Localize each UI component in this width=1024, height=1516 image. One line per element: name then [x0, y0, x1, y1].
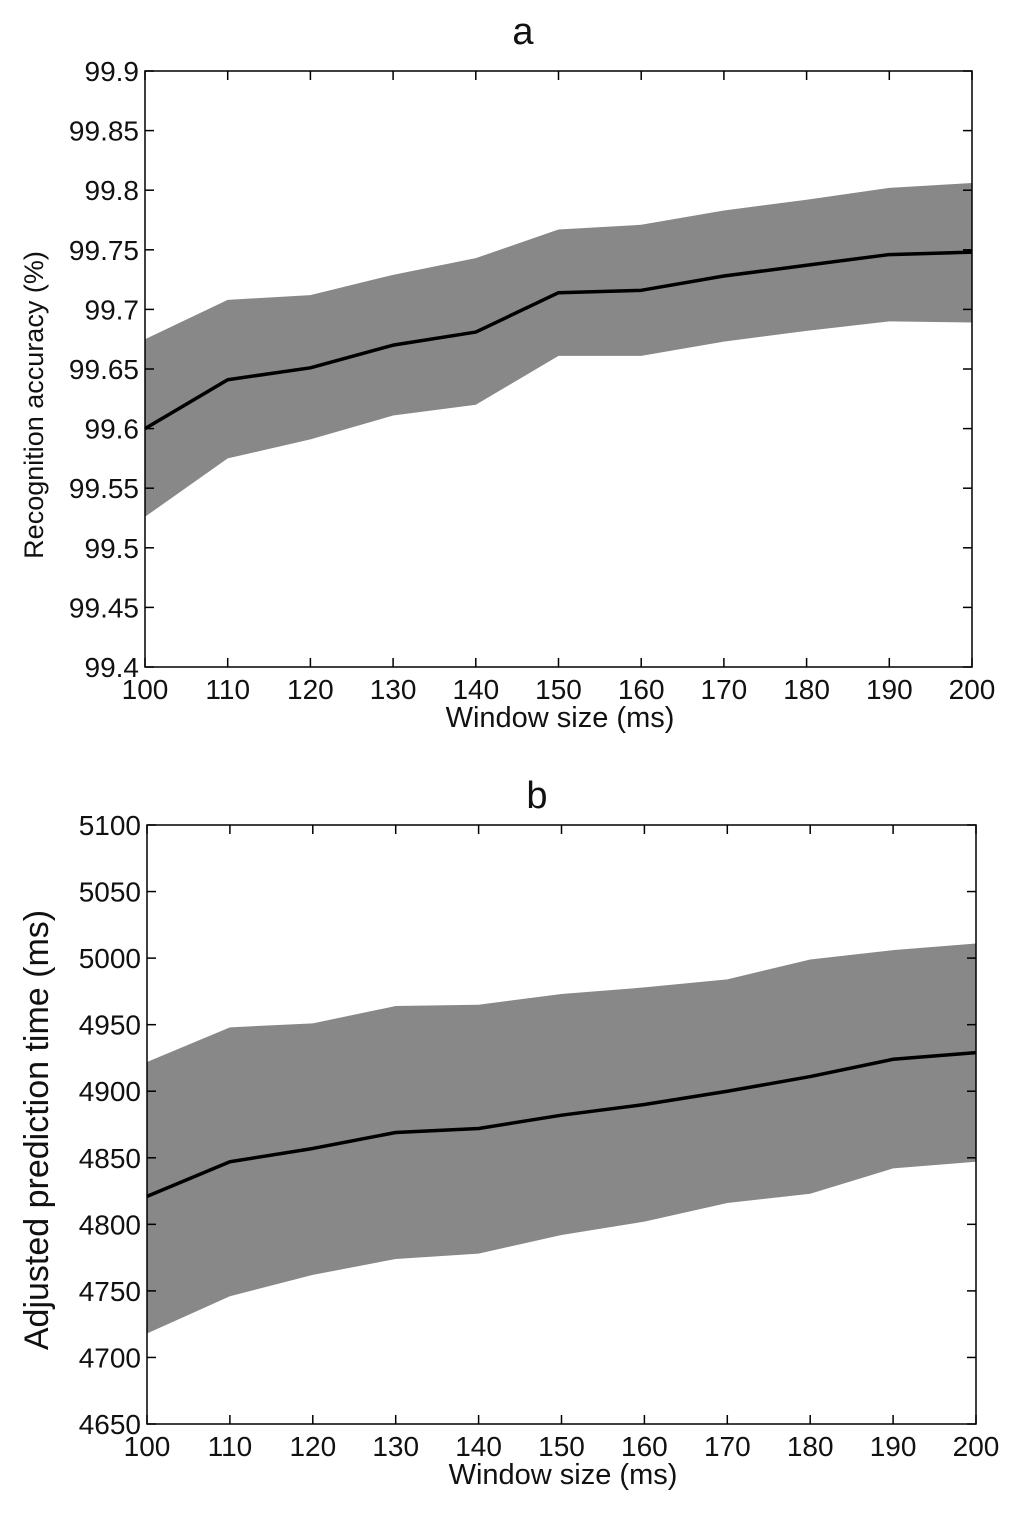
- chart-a-x-tick-label: 180: [783, 674, 830, 705]
- chart-b-x-tick-label: 140: [455, 1431, 502, 1462]
- chart-b-x-tick-label: 200: [953, 1431, 1000, 1462]
- chart-b-x-tick-label: 130: [372, 1431, 419, 1462]
- chart-a-band-layer: [145, 183, 972, 517]
- chart-a-y-tick-label: 99.4: [85, 652, 140, 683]
- chart-b-y-tick-label: 4750: [79, 1276, 141, 1307]
- chart-b-tick-marks: [146, 824, 977, 1425]
- chart-a-x-tick-label: 140: [452, 674, 499, 705]
- chart-a-x-axis-label: Window size (ms): [446, 702, 675, 734]
- chart-b-y-axis-label: Adjusted prediction time (ms): [18, 910, 56, 1350]
- chart-a-y-axis-label: Recognition accuracy (%): [19, 251, 49, 559]
- chart-b-y-tick-label: 4650: [79, 1409, 141, 1440]
- chart-a-y-tick-label: 99.65: [69, 354, 139, 385]
- chart-b-y-tick-label: 4800: [79, 1209, 141, 1240]
- chart-a-x-tick-labels: 100 110 120 130 140 150 160 170 180 190 200: [122, 674, 996, 705]
- chart-a-y-tick-label: 99.75: [69, 235, 139, 266]
- chart-a-y-tick-label: 99.85: [69, 116, 139, 147]
- chart-a-y-tick-label: 99.6: [85, 414, 140, 445]
- chart-a-x-tick-label: 150: [535, 674, 582, 705]
- chart-a-y-tick-label: 99.55: [69, 473, 139, 504]
- chart-b-y-tick-label: 5100: [79, 810, 141, 841]
- chart-b-x-tick-label: 100: [124, 1431, 171, 1462]
- chart-a-y-tick-label: 99.5: [85, 533, 140, 564]
- chart-b-x-axis-label: Window size (ms): [449, 1459, 678, 1491]
- chart-a-x-tick-label: 100: [122, 674, 169, 705]
- chart-a-series-0-band: [145, 183, 972, 517]
- chart-b-line-layer: [146, 1050, 977, 1198]
- chart-b-x-tick-label: 180: [787, 1431, 834, 1462]
- chart-a-x-tick-label: 200: [949, 674, 996, 705]
- chart-a-tick-marks: [144, 70, 973, 668]
- chart-b-series-0-band: [147, 943, 976, 1334]
- chart-b-x-tick-label: 150: [538, 1431, 585, 1462]
- chart-a-x-tick-label: 120: [287, 674, 334, 705]
- chart-a-recognition-accuracy: a 99.499.4599.599.5599.699.6599.799.7599…: [19, 11, 995, 734]
- chart-b-x-tick-label: 110: [208, 1431, 253, 1462]
- chart-b-y-tick-label: 4700: [79, 1342, 141, 1373]
- chart-a-y-tick-label: 99.45: [69, 592, 139, 623]
- chart-b-band-layer: [147, 943, 976, 1334]
- chart-a-x-tick-label: 130: [370, 674, 417, 705]
- chart-b-y-tick-label: 4900: [79, 1076, 141, 1107]
- chart-a-y-tick-label: 99.8: [85, 175, 140, 206]
- chart-a-series-0-line: [144, 250, 973, 431]
- chart-a-title: a: [512, 11, 534, 53]
- chart-b-y-tick-label: 5050: [79, 877, 141, 908]
- chart-a-x-tick-label: 190: [866, 674, 913, 705]
- chart-b-x-tick-label: 170: [704, 1431, 751, 1462]
- chart-a-y-tick-label: 99.7: [85, 294, 140, 325]
- chart-b-adjusted-prediction-time: b 4650 4700 4750 4800 4850 4900 4950 5000 5050 51…: [18, 775, 999, 1491]
- chart-b-series-0-line: [146, 1050, 977, 1198]
- chart-b-y-tick-labels: 4650 4700 4750 4800 4850 4900 4950 5000 5050 5100: [79, 810, 141, 1440]
- chart-b-y-tick-label: 5000: [79, 943, 141, 974]
- chart-a-x-tick-label: 170: [701, 674, 748, 705]
- chart-b-y-tick-label: 4850: [79, 1143, 141, 1174]
- chart-a-x-tick-label: 160: [618, 674, 665, 705]
- chart-a-line-layer: [144, 250, 973, 431]
- chart-b-x-tick-label: 190: [870, 1431, 917, 1462]
- chart-a-y-tick-label: 99.9: [85, 56, 140, 87]
- chart-b-title: b: [526, 775, 547, 817]
- chart-b-x-tick-label: 120: [289, 1431, 336, 1462]
- chart-a-x-tick-label: 110: [205, 674, 250, 705]
- chart-b-x-tick-labels: 100 110 120 130 140 150 160 170 180 190 200: [124, 1431, 1000, 1462]
- chart-b-x-tick-label: 160: [621, 1431, 668, 1462]
- chart-b-y-tick-label: 4950: [79, 1010, 141, 1041]
- chart-a-y-tick-labels: 99.4 99.45 99.5 99.55 99.6 99.65 99.7 99.75 99.8…: [69, 56, 139, 683]
